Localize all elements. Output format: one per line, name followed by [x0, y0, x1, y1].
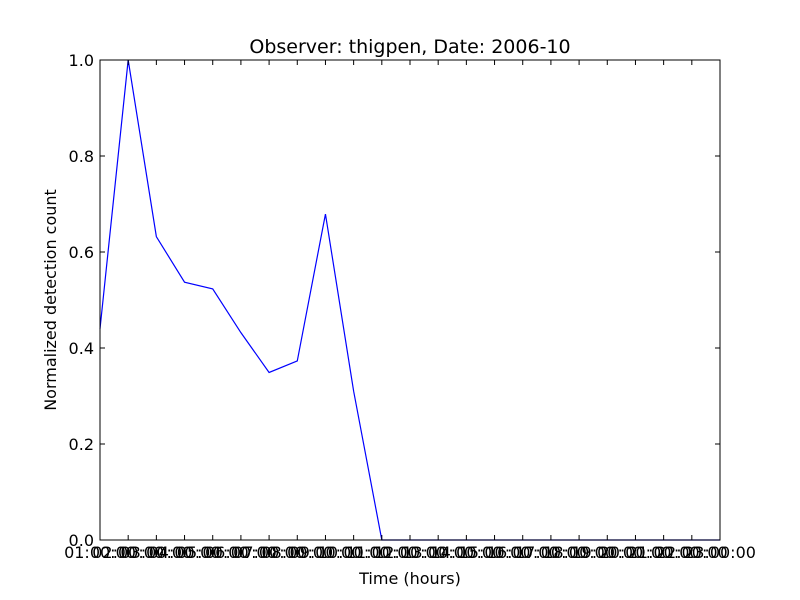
- x-tick-label: 04:00:00: [149, 543, 221, 562]
- x-tick-label: 17:00:00: [515, 543, 587, 562]
- x-tick-label: 01:00:00: [64, 543, 136, 562]
- x-tick-label: 05:00:00: [177, 543, 249, 562]
- x-tick-label: 03:00:00: [120, 543, 192, 562]
- y-tick-label: 0.0: [69, 531, 94, 550]
- x-tick-label: 12:00:00: [374, 543, 446, 562]
- x-tick-label: 18:00:00: [543, 543, 615, 562]
- x-tick-label: 21:00:00: [628, 543, 700, 562]
- y-tick-label: 0.8: [69, 147, 94, 166]
- x-tick-label: 02:00:00: [92, 543, 164, 562]
- y-tick-label: 0.4: [69, 339, 94, 358]
- x-tick-label: 10:00:00: [318, 543, 390, 562]
- x-tick-label: 15:00:00: [459, 543, 531, 562]
- chart-title: Observer: thigpen, Date: 2006-10: [249, 36, 570, 58]
- tick-layer: 01:00:0002:00:0003:00:0004:00:0005:00:00…: [64, 51, 756, 562]
- y-tick-label: 1.0: [69, 51, 94, 70]
- x-tick-label: 20:00:00: [600, 543, 672, 562]
- x-tick-label: 08:00:00: [261, 543, 333, 562]
- x-tick-label: 09:00:00: [290, 543, 362, 562]
- x-tick-label: 16:00:00: [487, 543, 559, 562]
- x-tick-label: 22:00:00: [656, 543, 728, 562]
- x-tick-label: 13:00:00: [402, 543, 474, 562]
- y-tick-label: 0.6: [69, 243, 94, 262]
- y-tick-label: 0.2: [69, 435, 94, 454]
- x-tick-label: 06:00:00: [205, 543, 277, 562]
- x-tick-label: 23:00:00: [684, 543, 756, 562]
- y-axis-title: Normalized detection count: [41, 189, 60, 411]
- x-tick-label: 11:00:00: [346, 543, 418, 562]
- x-tick-label: 07:00:00: [233, 543, 305, 562]
- x-tick-label: 19:00:00: [571, 543, 643, 562]
- x-tick-label: 14:00:00: [430, 543, 502, 562]
- x-axis-title: Time (hours): [358, 569, 461, 588]
